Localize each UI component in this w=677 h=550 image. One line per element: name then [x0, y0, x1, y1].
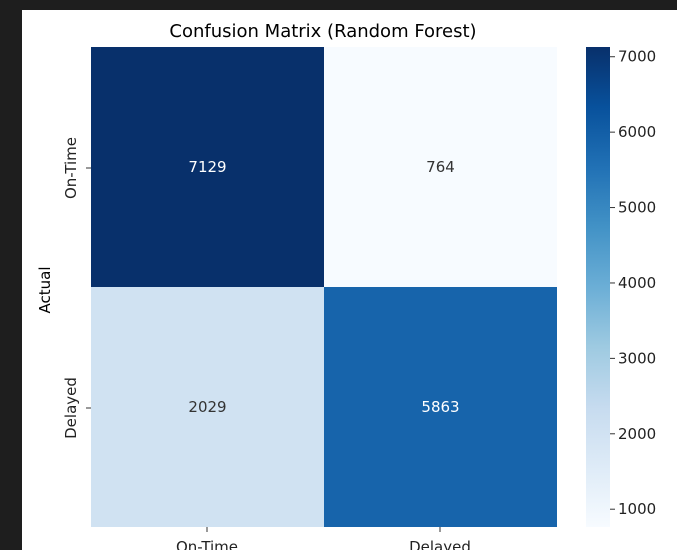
- cell-value-on-time-delayed: 764: [426, 158, 455, 176]
- y-axis-ticks: On-Time Delayed: [62, 137, 91, 439]
- heatmap-cell-on-time-on-time: [91, 47, 324, 287]
- heatmap-cell-delayed-delayed: [324, 287, 557, 527]
- y-axis-label: Actual: [36, 267, 54, 314]
- y-tick-label-on-time: On-Time: [62, 137, 80, 199]
- colorbar-tick-label-5000: 5000: [618, 199, 656, 217]
- heatmap-cell-delayed-on-time: [91, 287, 324, 527]
- y-tick-label-delayed: Delayed: [62, 377, 80, 439]
- colorbar-tick-label-2000: 2000: [618, 425, 656, 443]
- heatmap-cells: [91, 47, 557, 527]
- colorbar-tick-label-4000: 4000: [618, 274, 656, 292]
- chart-title: Confusion Matrix (Random Forest): [169, 21, 476, 42]
- colorbar-ticks: 1000 2000 3000 4000 5000 6000 7000: [610, 48, 656, 518]
- colorbar: [586, 47, 610, 527]
- x-tick-label-on-time: On-Time: [176, 538, 238, 550]
- heatmap-cell-labels: 7129 764 2029 5863: [188, 158, 459, 416]
- heatmap-cell-on-time-delayed: [324, 47, 557, 287]
- x-tick-label-delayed: Delayed: [409, 538, 471, 550]
- x-axis-ticks: On-Time Delayed: [176, 527, 471, 550]
- cell-value-on-time-on-time: 7129: [188, 158, 226, 176]
- colorbar-tick-label-7000: 7000: [618, 48, 656, 66]
- colorbar-tick-label-3000: 3000: [618, 349, 656, 367]
- colorbar-tick-label-6000: 6000: [618, 123, 656, 141]
- cell-value-delayed-on-time: 2029: [188, 398, 226, 416]
- cell-value-delayed-delayed: 5863: [421, 398, 459, 416]
- colorbar-tick-label-1000: 1000: [618, 500, 656, 518]
